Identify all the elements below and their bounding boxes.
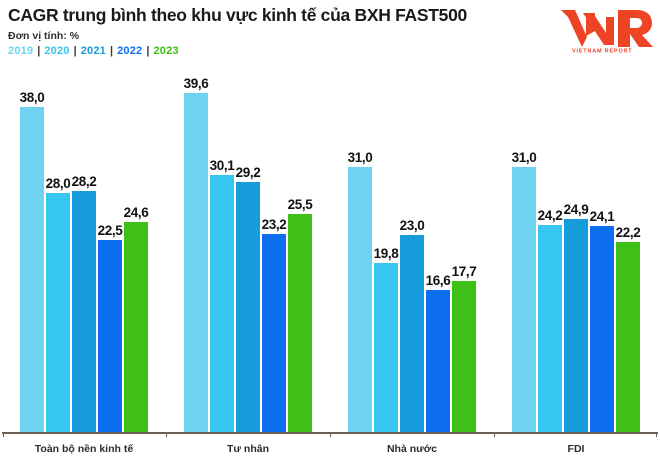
chart-header: CAGR trung bình theo khu vực kinh tế của… — [0, 0, 660, 58]
bar-value-label: 25,5 — [287, 196, 313, 212]
bar-value-label: 38,0 — [19, 90, 45, 106]
bar-2019-4[interactable] — [512, 166, 536, 432]
bar-value-label: 17,7 — [451, 263, 477, 279]
bar-2020-3[interactable] — [374, 262, 398, 432]
legend-item-2021[interactable]: 2021 — [80, 45, 106, 57]
x-axis-group-label: Toàn bộ nền kinh tế — [34, 443, 134, 455]
bar-2022-1[interactable] — [98, 239, 122, 432]
legend-item-2020[interactable]: 2020 — [44, 45, 70, 57]
bar-value-label: 23,0 — [399, 218, 425, 234]
bar-2021-2[interactable] — [236, 182, 260, 432]
axis-tick — [3, 432, 4, 437]
bar-2023-2[interactable] — [288, 213, 312, 432]
bar-value-label: 28,2 — [71, 173, 97, 189]
legend-item-2019[interactable]: 2019 — [8, 45, 34, 57]
bar-value-label: 22,2 — [615, 225, 641, 241]
axis-tick — [656, 432, 657, 437]
bar-value-label: 16,6 — [425, 273, 451, 289]
bar-value-label: 31,0 — [511, 149, 537, 165]
logo-tagline: VIETNAM REPORT — [572, 49, 632, 55]
bar-2019-1[interactable] — [20, 107, 44, 432]
bar-value-label: 39,6 — [183, 76, 209, 92]
bar-2020-1[interactable] — [46, 192, 70, 432]
bar-value-label: 24,9 — [563, 202, 589, 218]
legend-item-2023[interactable]: 2023 — [153, 45, 179, 57]
bar-value-label: 22,5 — [97, 222, 123, 238]
bar-2023-3[interactable] — [452, 280, 476, 432]
legend-item-2022[interactable]: 2022 — [117, 45, 143, 57]
legend-separator: | — [146, 45, 150, 57]
bar-2021-3[interactable] — [400, 235, 424, 432]
bar-value-label: 19,8 — [373, 245, 399, 261]
axis-tick — [494, 432, 495, 437]
bar-2023-1[interactable] — [124, 221, 148, 432]
vnr-logo-icon: VIETNAM REPORT — [561, 10, 653, 55]
bar-2022-3[interactable] — [426, 290, 450, 432]
legend-separator: | — [110, 45, 114, 57]
bar-value-label: 30,1 — [209, 157, 235, 173]
bar-2021-1[interactable] — [72, 190, 96, 432]
bar-value-label: 24,2 — [537, 208, 563, 224]
bar-2022-4[interactable] — [590, 225, 614, 432]
legend-separator: | — [73, 45, 77, 57]
x-axis-group-label: Tư nhân — [226, 443, 269, 455]
legend: 2019 | 2020 | 2021 | 2022 | 2023 — [8, 45, 179, 57]
axis-tick — [330, 432, 331, 437]
x-axis-group-label: FDI — [567, 443, 585, 455]
bar-2019-2[interactable] — [184, 93, 208, 432]
x-axis-group-label: Nhà nước — [386, 443, 438, 455]
bar-value-label: 24,1 — [589, 208, 615, 224]
bar-2019-3[interactable] — [348, 166, 372, 432]
bar-2023-4[interactable] — [616, 242, 640, 432]
bar-value-label: 23,2 — [261, 216, 287, 232]
x-axis-line — [2, 432, 658, 434]
bar-2021-4[interactable] — [564, 219, 588, 432]
legend-separator: | — [37, 45, 41, 57]
bar-2022-2[interactable] — [262, 233, 286, 432]
bar-value-label: 28,0 — [45, 175, 71, 191]
bar-value-label: 24,6 — [123, 204, 149, 220]
bar-value-label: 31,0 — [347, 149, 373, 165]
bar-2020-4[interactable] — [538, 225, 562, 432]
bar-value-label: 29,2 — [235, 165, 261, 181]
bar-2020-2[interactable] — [210, 174, 234, 432]
unit-label: Đơn vị tính: % — [8, 30, 80, 42]
axis-tick — [166, 432, 167, 437]
page-title: CAGR trung bình theo khu vực kinh tế của… — [8, 5, 467, 25]
